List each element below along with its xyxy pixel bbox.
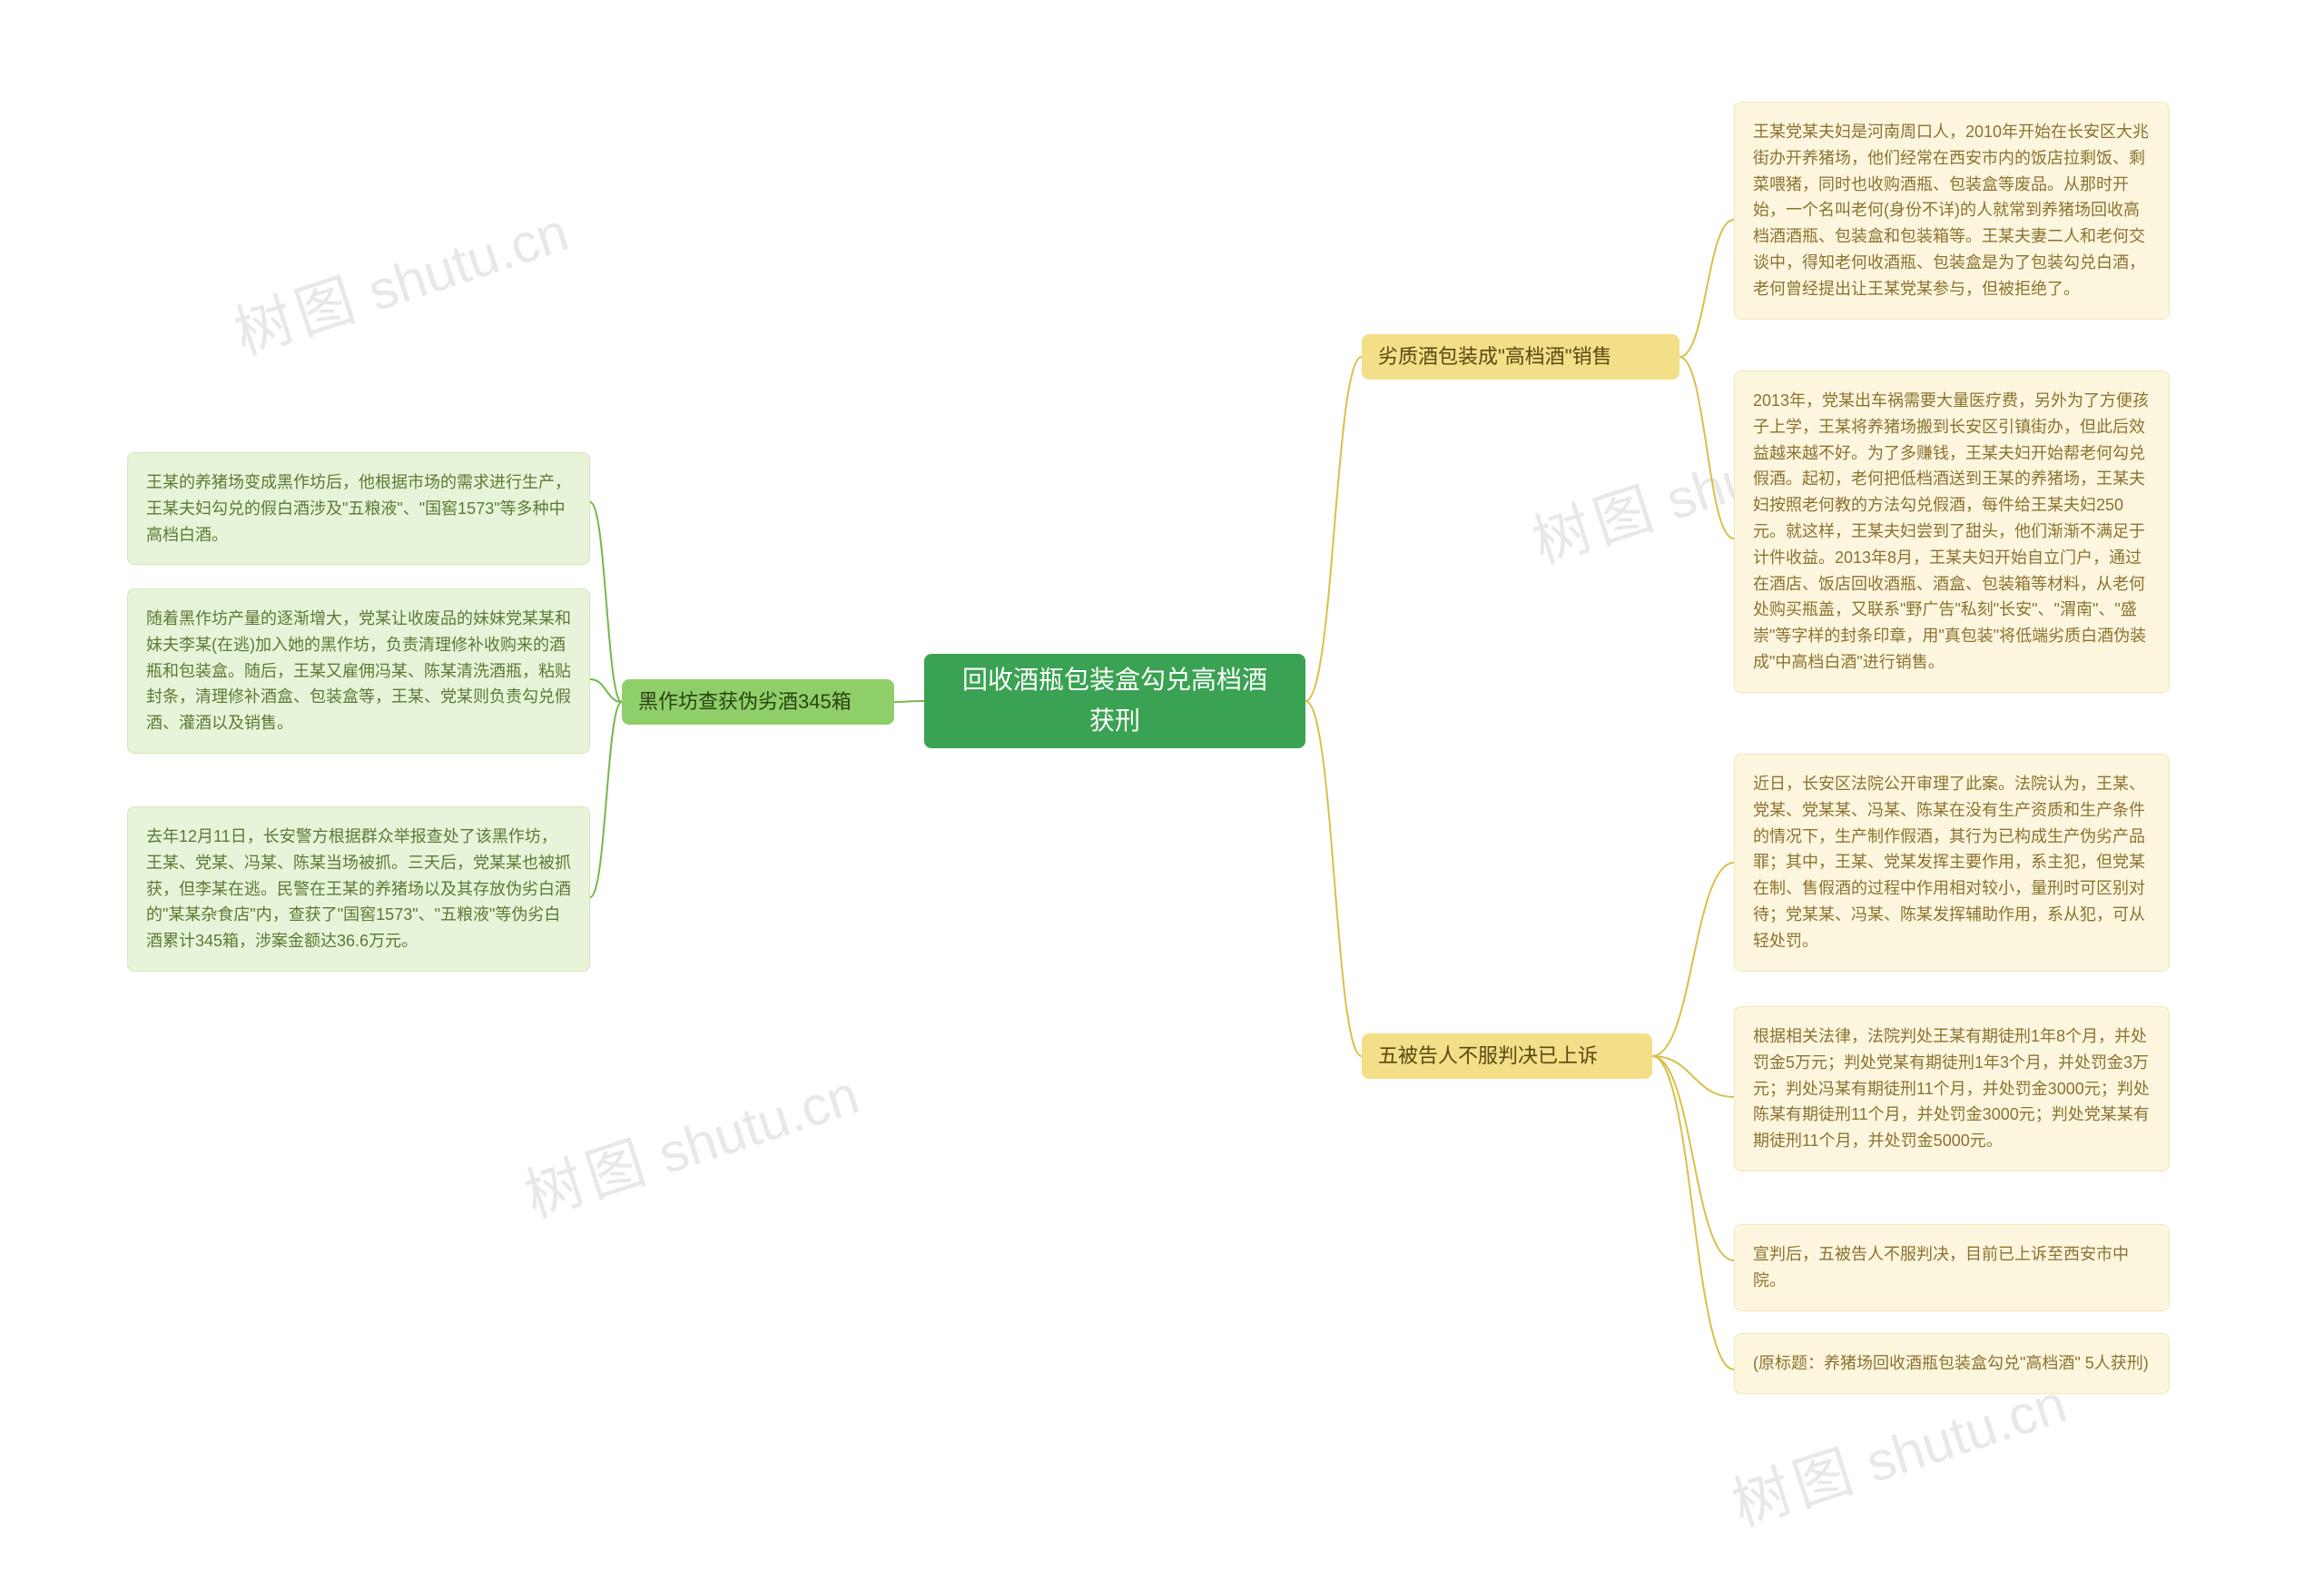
- watermark-cn: 树图: [227, 265, 368, 367]
- leaf-right-1-3[interactable]: (原标题：养猪场回收酒瓶包装盒勾兑"高档酒" 5人获刑): [1734, 1333, 2170, 1394]
- leaf-text: 随着黑作坊产量的逐渐增大，党某让收废品的妹妹党某某和妹夫李某(在逃)加入她的黑作…: [146, 609, 571, 732]
- watermark-cn: 树图: [1525, 474, 1666, 576]
- leaf-right-0-1[interactable]: 2013年，党某出车祸需要大量医疗费，另外为了方便孩子上学，王某将养猪场搬到长安…: [1734, 371, 2170, 693]
- branch-right-1-label: 五被告人不服判决已上诉: [1378, 1040, 1598, 1072]
- leaf-left-0[interactable]: 王某的养猪场变成黑作坊后，他根据市场的需求进行生产，王某夫妇勾兑的假白酒涉及"五…: [127, 452, 590, 565]
- watermark: 树图shutu.cn: [222, 184, 577, 371]
- watermark-cn: 树图: [1725, 1437, 1866, 1538]
- branch-right-1[interactable]: 五被告人不服判决已上诉: [1362, 1033, 1652, 1079]
- leaf-text: 近日，长安区法院公开审理了此案。法院认为，王某、党某、党某某、冯某、陈某在没有生…: [1753, 775, 2145, 950]
- branch-right-0-label: 劣质酒包装成"高档酒"销售: [1378, 341, 1612, 372]
- mindmap-canvas: 树图shutu.cn 树图shutu.cn 树图shutu.cn 树图shutu…: [0, 0, 2324, 1581]
- leaf-text: 王某的养猪场变成黑作坊后，他根据市场的需求进行生产，王某夫妇勾兑的假白酒涉及"五…: [146, 473, 571, 544]
- branch-right-0[interactable]: 劣质酒包装成"高档酒"销售: [1362, 334, 1679, 380]
- branch-left-label: 黑作坊查获伪劣酒345箱: [638, 686, 852, 717]
- watermark-cn: 树图: [517, 1128, 658, 1230]
- leaf-text: 宣判后，五被告人不服判决，目前已上诉至西安市中院。: [1753, 1245, 2129, 1290]
- leaf-right-0-0[interactable]: 王某党某夫妇是河南周口人，2010年开始在长安区大兆街办开养猪场，他们经常在西安…: [1734, 102, 2170, 320]
- leaf-text: 王某党某夫妇是河南周口人，2010年开始在长安区大兆街办开养猪场，他们经常在西安…: [1753, 123, 2149, 298]
- watermark-en: shutu.cn: [360, 201, 575, 322]
- leaf-right-1-1[interactable]: 根据相关法律，法院判处王某有期徒刑1年8个月，并处罚金5万元；判处党某有期徒刑1…: [1734, 1006, 2170, 1171]
- leaf-text: 去年12月11日，长安警方根据群众举报查处了该黑作坊，王某、党某、冯某、陈某当场…: [146, 827, 571, 950]
- leaf-left-1[interactable]: 随着黑作坊产量的逐渐增大，党某让收废品的妹妹党某某和妹夫李某(在逃)加入她的黑作…: [127, 588, 590, 754]
- leaf-right-1-2[interactable]: 宣判后，五被告人不服判决，目前已上诉至西安市中院。: [1734, 1224, 2170, 1311]
- leaf-text: (原标题：养猪场回收酒瓶包装盒勾兑"高档酒" 5人获刑): [1753, 1354, 2149, 1372]
- leaf-text: 2013年，党某出车祸需要大量医疗费，另外为了方便孩子上学，王某将养猪场搬到长安…: [1753, 391, 2149, 671]
- watermark-en: shutu.cn: [651, 1063, 865, 1185]
- leaf-left-2[interactable]: 去年12月11日，长安警方根据群众举报查处了该黑作坊，王某、党某、冯某、陈某当场…: [127, 806, 590, 972]
- branch-left[interactable]: 黑作坊查获伪劣酒345箱: [622, 679, 894, 725]
- leaf-text: 根据相关法律，法院判处王某有期徒刑1年8个月，并处罚金5万元；判处党某有期徒刑1…: [1753, 1027, 2150, 1150]
- watermark: 树图shutu.cn: [513, 1047, 868, 1233]
- center-node-text: 回收酒瓶包装盒勾兑高档酒获刑: [951, 660, 1278, 742]
- center-node[interactable]: 回收酒瓶包装盒勾兑高档酒获刑: [924, 654, 1305, 748]
- leaf-right-1-0[interactable]: 近日，长安区法院公开审理了此案。法院认为，王某、党某、党某某、冯某、陈某在没有生…: [1734, 754, 2170, 972]
